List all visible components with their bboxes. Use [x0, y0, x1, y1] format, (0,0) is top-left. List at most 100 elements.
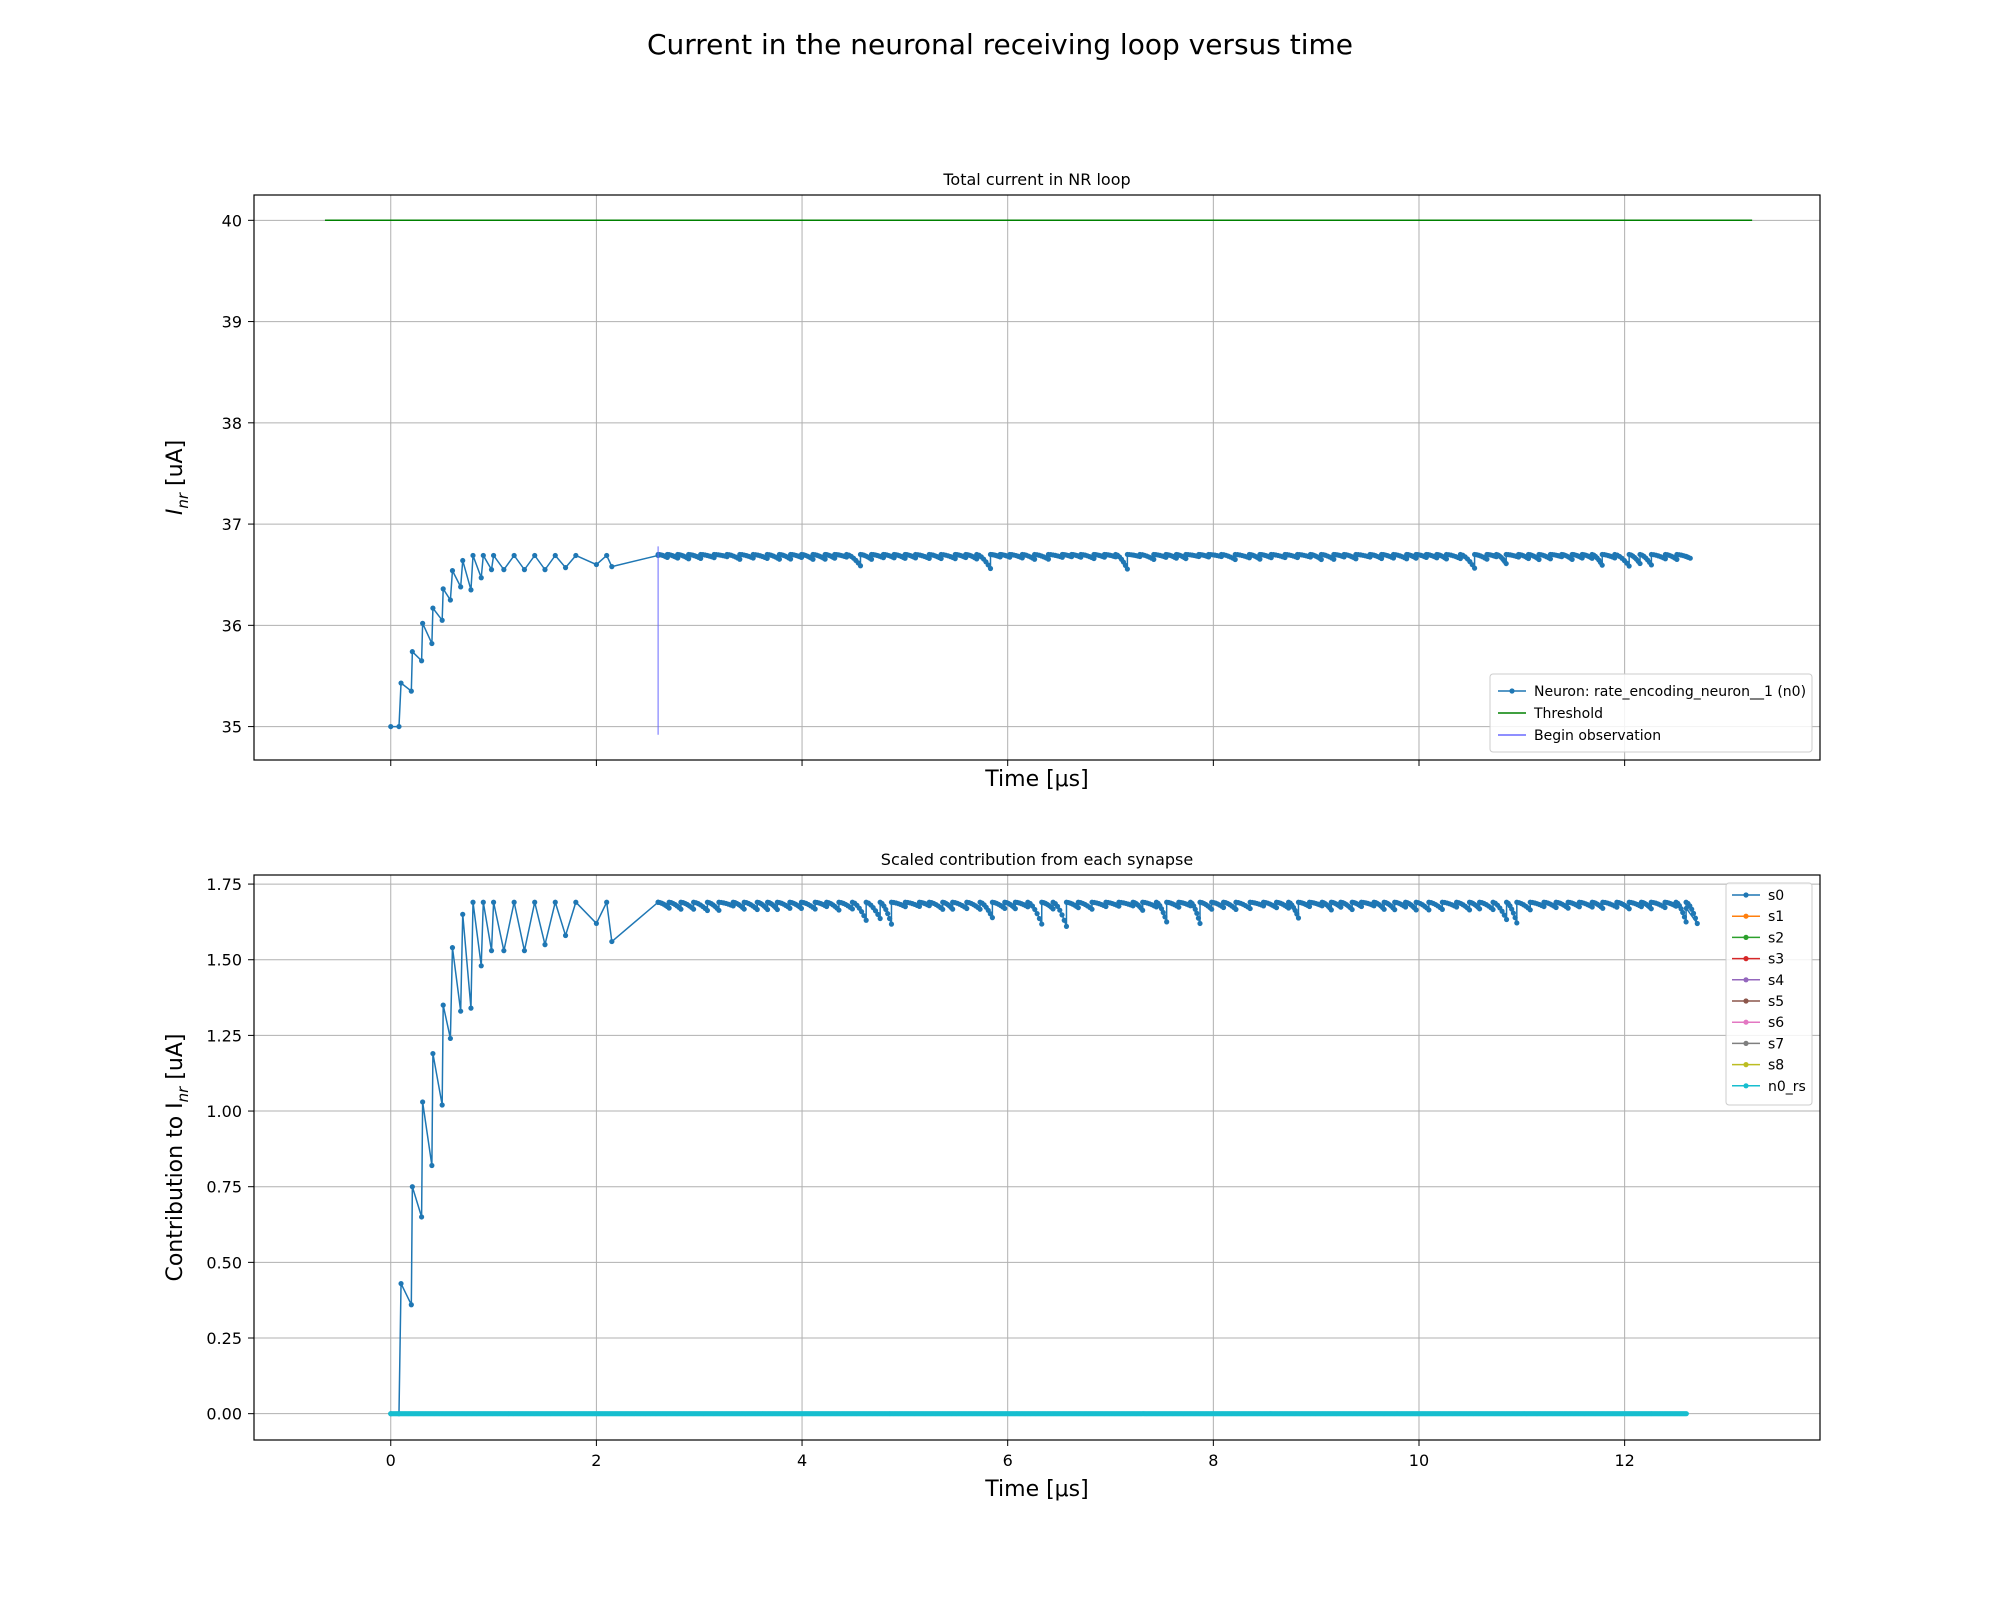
- y-tick-label: 0.50: [206, 1253, 242, 1272]
- data-point: [604, 899, 610, 905]
- data-point: [396, 723, 402, 730]
- data-point: [964, 905, 970, 912]
- data-point: [902, 904, 908, 910]
- data-point: [552, 552, 558, 559]
- x-tick-label: 2: [591, 1451, 601, 1470]
- data-point: [952, 556, 958, 562]
- y-tick-label: 36: [222, 616, 242, 635]
- data-point: [532, 552, 538, 559]
- y-tick-label: 1.75: [206, 875, 242, 894]
- data-point: [429, 640, 435, 647]
- legend-marker: [1743, 1040, 1749, 1046]
- data-point: [1059, 912, 1065, 918]
- data-point: [460, 911, 466, 917]
- y-axis-label-main: I: [163, 509, 188, 516]
- x-tick-label: 8: [1208, 1451, 1218, 1470]
- y-tick-label: 39: [222, 313, 242, 332]
- data-point: [1694, 920, 1700, 927]
- data-point: [1124, 566, 1130, 572]
- data-point: [1426, 907, 1432, 913]
- data-point: [562, 565, 569, 571]
- data-point: [1002, 905, 1008, 912]
- data-point: [1512, 915, 1518, 921]
- data-point: [1490, 906, 1496, 913]
- data-point: [1692, 915, 1699, 921]
- data-point: [1195, 915, 1202, 921]
- data-point: [698, 555, 704, 562]
- data-point: [1614, 904, 1620, 910]
- legend-label: s1: [1768, 909, 1784, 925]
- data-point: [1194, 910, 1200, 916]
- data-point: [420, 1099, 426, 1105]
- data-point: [1034, 911, 1040, 917]
- data-point: [1402, 904, 1409, 910]
- data-point: [430, 1050, 436, 1057]
- data-point: [1527, 907, 1533, 913]
- data-point: [447, 1035, 453, 1042]
- data-point: [686, 556, 692, 562]
- data-point: [666, 905, 672, 911]
- legend-label: n0_rs: [1768, 1079, 1806, 1095]
- data-point: [1599, 562, 1605, 568]
- y-axis-label-sub: nr: [174, 492, 192, 509]
- data-point: [1503, 916, 1510, 923]
- data-point: [1466, 907, 1473, 913]
- data-point: [877, 915, 883, 922]
- data-point: [1164, 919, 1170, 925]
- legend-label: s8: [1768, 1058, 1784, 1074]
- data-point: [1295, 915, 1302, 921]
- data-point: [1681, 914, 1688, 920]
- data-point: [1247, 905, 1253, 912]
- y-axis-label: Inr [uA]: [163, 440, 192, 515]
- legend-marker: [1743, 1019, 1749, 1025]
- data-point: [609, 938, 615, 945]
- data-point: [1683, 1411, 1689, 1417]
- data-point: [1209, 906, 1215, 912]
- data-point: [868, 556, 875, 562]
- legend-marker: [1743, 892, 1749, 898]
- data-point: [987, 911, 993, 917]
- data-point: [1349, 906, 1355, 913]
- data-point: [521, 948, 528, 954]
- data-point: [1162, 914, 1168, 920]
- data-point: [409, 1184, 415, 1190]
- legend-label: s4: [1768, 973, 1784, 989]
- data-point: [1054, 903, 1061, 910]
- data-point: [678, 906, 684, 912]
- legend: Neuron: rate_encoding_neuron__1 (n0) Thre…: [1489, 673, 1813, 753]
- data-point: [480, 552, 486, 559]
- legend: s0 s1 s2 s3 s4 s5 s6 s7 s8 n0_rs: [1725, 882, 1813, 1106]
- data-point: [439, 617, 445, 623]
- legend-label: s3: [1768, 952, 1784, 968]
- legend-label: Begin observation: [1534, 728, 1661, 744]
- data-point: [754, 906, 760, 913]
- bottom-axes-synapse-contribution: 0 2 4 6 8 10 12 0.00 0.25 0.50 0.75 1.00 1.25 1.50 1.7…: [163, 850, 1821, 1502]
- data-point: [1648, 906, 1654, 912]
- legend-label: s5: [1768, 994, 1784, 1010]
- data-point: [1547, 556, 1554, 562]
- legend-marker: [1743, 913, 1749, 919]
- legend-marker: [1743, 998, 1749, 1004]
- data-point: [1690, 910, 1697, 916]
- legend-marker: [1743, 1062, 1749, 1068]
- data-point: [420, 620, 426, 626]
- data-point: [573, 552, 579, 559]
- data-point: [1503, 560, 1509, 567]
- data-point: [1589, 904, 1595, 910]
- data-point: [542, 942, 548, 948]
- data-point: [419, 658, 425, 664]
- data-point: [1328, 907, 1334, 913]
- x-tick-label: 10: [1409, 1451, 1429, 1470]
- data-point: [885, 911, 891, 917]
- data-point: [1294, 911, 1300, 917]
- x-tick-label: 12: [1614, 1451, 1634, 1470]
- data-point: [861, 913, 867, 919]
- data-point: [1626, 563, 1632, 569]
- legend-label: Threshold: [1533, 706, 1603, 722]
- data-point: [916, 903, 923, 910]
- data-point: [1183, 555, 1189, 562]
- data-point: [1392, 907, 1398, 913]
- data-point: [1683, 919, 1689, 925]
- data-point: [1257, 556, 1263, 562]
- data-point: [1192, 906, 1198, 912]
